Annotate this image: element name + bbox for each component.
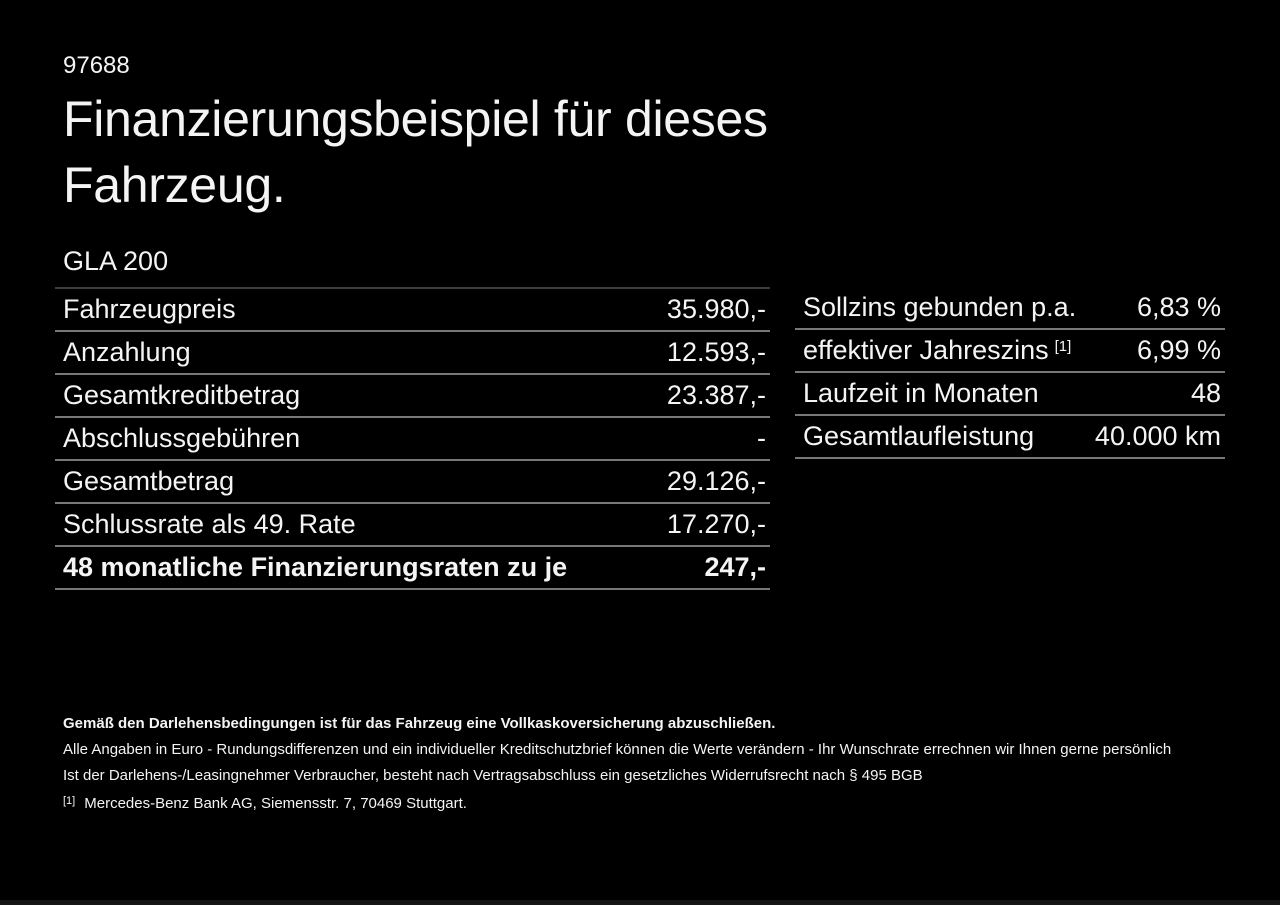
row-label: Gesamtbetrag — [63, 466, 235, 496]
row-label: Gesamtlaufleistung — [803, 421, 1035, 451]
table-row-gesamtlaufleistung: Gesamtlaufleistung 40.000 km — [795, 416, 1225, 459]
row-value: 6,99 % — [1136, 335, 1221, 365]
disclaimer-line1: Alle Angaben in Euro - Rundungsdifferenz… — [63, 741, 1172, 758]
table-row-monatsrate: 48 monatliche Finanzierungsraten zu je 2… — [55, 547, 770, 590]
table-row-laufzeit: Laufzeit in Monaten 48 — [795, 373, 1225, 416]
row-value: 23.387,- — [666, 380, 766, 410]
row-value: 12.593,- — [666, 337, 766, 367]
row-value: 247,- — [704, 552, 766, 582]
row-value: 6,83 % — [1136, 292, 1221, 322]
row-value: 29.126,- — [666, 466, 766, 496]
table-row-abschlussgebuehren: Abschlussgebühren - — [55, 418, 770, 461]
disclaimer-line2: Ist der Darlehens-/Leasingnehmer Verbrau… — [63, 767, 923, 784]
page-title-line1: Finanzierungsbeispiel für dieses — [63, 91, 768, 147]
table-row-gesamtbetrag: Gesamtbetrag 29.126,- — [55, 461, 770, 504]
table-row-anzahlung: Anzahlung 12.593,- — [55, 332, 770, 375]
bottom-edge-strip — [0, 900, 1280, 905]
row-label: Anzahlung — [63, 337, 191, 367]
row-label: Schlussrate als 49. Rate — [63, 509, 356, 539]
table-row-gesamtkreditbetrag: Gesamtkreditbetrag 23.387,- — [55, 375, 770, 418]
row-label: Sollzins gebunden p.a. — [803, 292, 1077, 322]
footnote-text: Mercedes-Benz Bank AG, Siemensstr. 7, 70… — [84, 795, 467, 812]
footnote: [1] Mercedes-Benz Bank AG, Siemensstr. 7,… — [63, 792, 467, 813]
page-title: Finanzierungsbeispiel für dieses Fahrzeu… — [63, 86, 768, 218]
table-row-effektiver-jahreszins: effektiver Jahreszins [1] 6,99 % — [795, 330, 1225, 373]
conditions-table: Sollzins gebunden p.a. 6,83 % effektiver… — [795, 287, 1225, 459]
row-label: Laufzeit in Monaten — [803, 378, 1039, 408]
footnote-ref-icon: [1] — [1054, 338, 1072, 355]
financing-table: Fahrzeugpreis 35.980,- Anzahlung 12.593,… — [55, 287, 770, 590]
table-row-schlussrate: Schlussrate als 49. Rate 17.270,- — [55, 504, 770, 547]
row-label: Fahrzeugpreis — [63, 294, 236, 324]
row-value: 17.270,- — [666, 509, 766, 539]
insurance-note: Gemäß den Darlehensbedingungen ist für d… — [63, 715, 776, 732]
table-row-sollzins: Sollzins gebunden p.a. 6,83 % — [795, 287, 1225, 330]
row-value: 40.000 km — [1094, 421, 1221, 451]
row-value: 48 — [1190, 378, 1221, 408]
row-value: - — [757, 423, 766, 453]
vehicle-id: 97688 — [63, 52, 130, 79]
page-title-line2: Fahrzeug. — [63, 157, 286, 213]
model-name: GLA 200 — [63, 246, 169, 276]
row-label: Abschlussgebühren — [63, 423, 301, 453]
row-label: 48 monatliche Finanzierungsraten zu je — [63, 552, 568, 582]
row-label: effektiver Jahreszins [1] — [803, 335, 1072, 365]
table-row-fahrzeugpreis: Fahrzeugpreis 35.980,- — [55, 289, 770, 332]
footnote-marker: [1] — [63, 795, 76, 807]
row-label: Gesamtkreditbetrag — [63, 380, 301, 410]
row-value: 35.980,- — [666, 294, 766, 324]
